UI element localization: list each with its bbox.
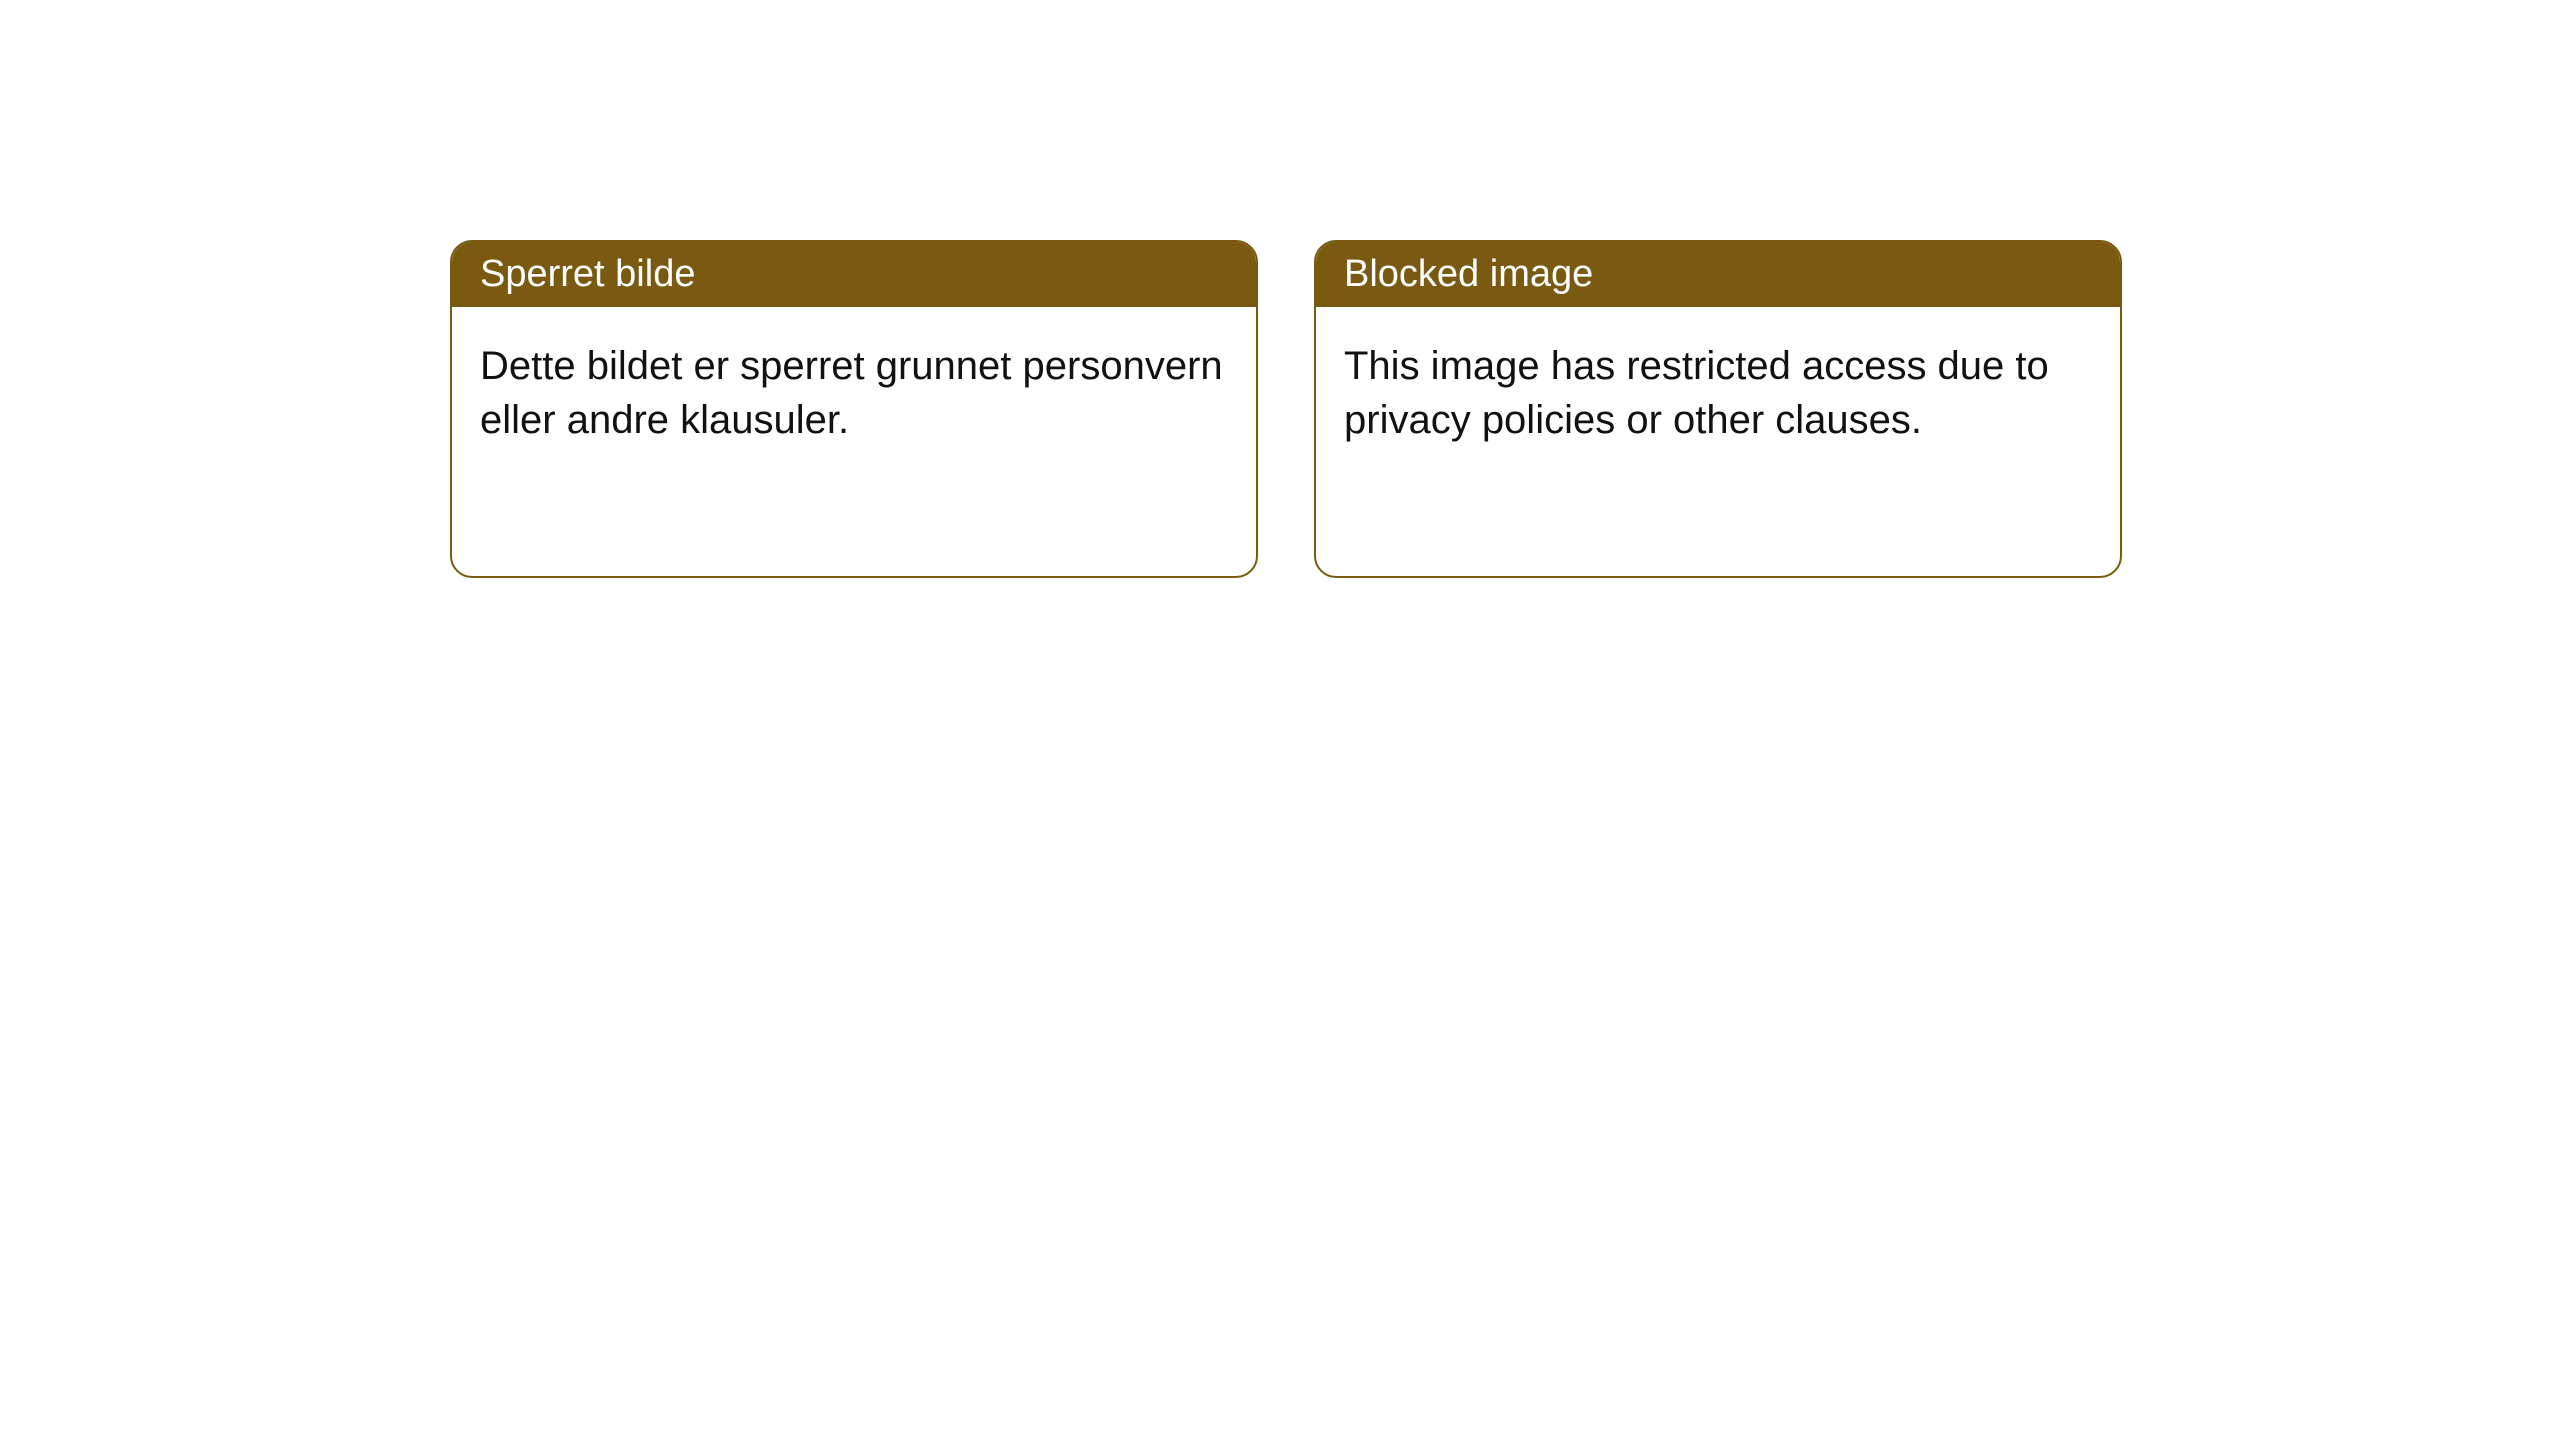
card-title: Blocked image	[1344, 253, 1593, 295]
card-header: Blocked image	[1316, 242, 2120, 307]
card-body-text: Dette bildet er sperret grunnet personve…	[480, 344, 1223, 442]
blocked-image-card-en: Blocked image This image has restricted …	[1314, 240, 2122, 578]
card-body-text: This image has restricted access due to …	[1344, 344, 2049, 442]
card-body: This image has restricted access due to …	[1316, 307, 2120, 479]
card-body: Dette bildet er sperret grunnet personve…	[452, 307, 1256, 479]
card-title: Sperret bilde	[480, 253, 695, 295]
card-container: Sperret bilde Dette bildet er sperret gr…	[450, 240, 2122, 578]
blocked-image-card-no: Sperret bilde Dette bildet er sperret gr…	[450, 240, 1258, 578]
card-header: Sperret bilde	[452, 242, 1256, 307]
